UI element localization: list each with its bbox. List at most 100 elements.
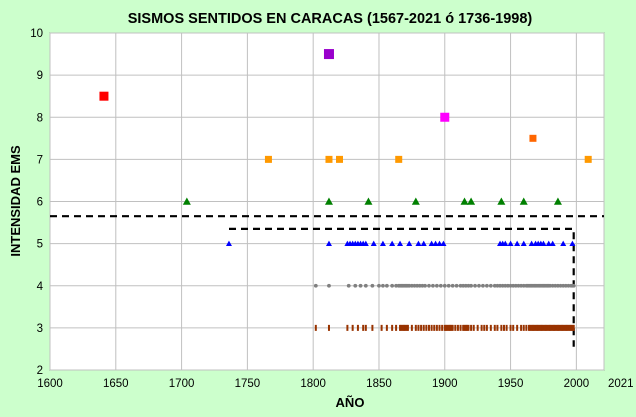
marker-intensity-4 bbox=[415, 283, 420, 288]
marker-intensity-3 bbox=[505, 324, 508, 331]
marker-intensity-3 bbox=[572, 324, 575, 331]
marker-intensity-7-5 bbox=[529, 134, 537, 142]
marker-intensity-7 bbox=[264, 155, 272, 163]
marker-intensity-3 bbox=[425, 324, 428, 331]
marker-intensity-4 bbox=[519, 283, 523, 288]
marker-intensity-4 bbox=[450, 283, 455, 288]
marker-intensity-5 bbox=[420, 240, 427, 247]
marker-intensity-3 bbox=[547, 324, 550, 331]
marker-intensity-3 bbox=[559, 324, 562, 331]
marker-intensity-3 bbox=[571, 324, 574, 331]
marker-intensity-3 bbox=[400, 324, 403, 331]
marker-intensity-3 bbox=[527, 324, 530, 331]
marker-intensity-3 bbox=[470, 324, 473, 331]
marker-intensity-3 bbox=[410, 324, 413, 331]
x-tick-label: 1950 bbox=[498, 378, 524, 390]
marker-intensity-3 bbox=[541, 324, 544, 331]
marker-intensity-3 bbox=[554, 324, 557, 331]
marker-intensity-4 bbox=[313, 283, 318, 288]
marker-intensity-3 bbox=[443, 324, 446, 331]
marker-intensity-5 bbox=[415, 240, 422, 247]
marker-intensity-3 bbox=[496, 324, 499, 331]
marker-intensity-3 bbox=[427, 324, 430, 331]
marker-intensity-3 bbox=[545, 324, 548, 331]
marker-intensity-6 bbox=[497, 197, 506, 205]
marker-intensity-3 bbox=[346, 324, 349, 331]
marker-intensity-5 bbox=[560, 240, 567, 247]
y-tick-label: 5 bbox=[37, 239, 43, 251]
y-tick-label: 2 bbox=[37, 365, 43, 377]
marker-intensity-3 bbox=[556, 324, 559, 331]
marker-intensity-4 bbox=[427, 283, 431, 288]
marker-intensity-5 bbox=[507, 240, 514, 247]
marker-intensity-5 bbox=[432, 240, 439, 247]
marker-intensity-3 bbox=[399, 324, 402, 331]
marker-intensity-4 bbox=[503, 283, 508, 288]
marker-intensity-3 bbox=[489, 324, 492, 331]
y-tick-label: 6 bbox=[37, 197, 43, 209]
y-tick-label: 3 bbox=[37, 323, 43, 335]
marker-intensity-3 bbox=[522, 324, 525, 331]
marker-intensity-3 bbox=[447, 324, 450, 331]
marker-intensity-5 bbox=[370, 240, 377, 247]
marker-intensity-3 bbox=[530, 324, 533, 331]
marker-intensity-3 bbox=[430, 324, 433, 331]
marker-intensity-3 bbox=[380, 324, 383, 331]
marker-intensity-4 bbox=[477, 283, 481, 288]
marker-intensity-5 bbox=[406, 240, 413, 247]
marker-intensity-3 bbox=[542, 324, 545, 331]
marker-intensity-9-5 bbox=[323, 49, 334, 60]
marker-intensity-3 bbox=[391, 324, 394, 331]
marker-intensity-4 bbox=[463, 283, 468, 288]
marker-intensity-7 bbox=[395, 155, 403, 163]
marker-intensity-3 bbox=[405, 324, 408, 331]
marker-intensity-4 bbox=[492, 283, 497, 288]
marker-intensity-3 bbox=[512, 324, 515, 331]
marker-intensity-3 bbox=[551, 324, 554, 331]
marker-intensity-5 bbox=[436, 240, 443, 247]
marker-intensity-3 bbox=[539, 324, 542, 331]
chart-title: SISMOS SENTIDOS EN CARACAS (1567-2021 ó … bbox=[128, 11, 533, 27]
marker-intensity-3 bbox=[549, 324, 552, 331]
marker-intensity-3 bbox=[480, 324, 483, 331]
marker-intensity-6 bbox=[553, 197, 562, 205]
y-axis-label: INTENSIDAD EMS bbox=[8, 145, 23, 257]
marker-intensity-3 bbox=[351, 324, 354, 331]
grid bbox=[49, 32, 605, 371]
marker-intensity-4 bbox=[561, 283, 566, 288]
y-tick-label: 7 bbox=[37, 154, 43, 166]
marker-intensity-4 bbox=[521, 283, 526, 288]
marker-intensity-4 bbox=[506, 283, 510, 288]
marker-intensity-5 bbox=[528, 240, 535, 247]
marker-intensity-6 bbox=[467, 197, 476, 205]
marker-intensity-3 bbox=[435, 324, 438, 331]
marker-intensity-4 bbox=[553, 283, 558, 288]
x-tick-label: 1850 bbox=[366, 378, 392, 390]
marker-intensity-3 bbox=[371, 324, 374, 331]
x-tick-label: 2000 bbox=[564, 378, 590, 390]
marker-intensity-8 bbox=[440, 112, 450, 122]
marker-intensity-4 bbox=[412, 283, 417, 288]
marker-intensity-5 bbox=[362, 240, 369, 247]
marker-intensity-3 bbox=[531, 324, 534, 331]
x-tick-label: 1900 bbox=[432, 378, 458, 390]
marker-intensity-3 bbox=[570, 324, 573, 331]
marker-intensity-3 bbox=[537, 324, 540, 331]
marker-intensity-4 bbox=[327, 283, 331, 288]
marker-intensity-4 bbox=[508, 283, 513, 288]
marker-intensity-3 bbox=[314, 324, 317, 331]
marker-intensity-4 bbox=[513, 283, 518, 288]
marker-intensity-4 bbox=[484, 283, 489, 288]
marker-intensity-4 bbox=[358, 283, 363, 288]
marker-intensity-4 bbox=[498, 283, 502, 288]
marker-intensity-5 bbox=[514, 240, 521, 247]
marker-intensity-3 bbox=[550, 324, 553, 331]
marker-intensity-4 bbox=[500, 283, 505, 288]
marker-intensity-3 bbox=[533, 324, 536, 331]
x-tick-label: 1650 bbox=[103, 378, 129, 390]
marker-intensity-3 bbox=[500, 324, 503, 331]
dashed-reference-line bbox=[229, 227, 575, 347]
marker-intensity-7 bbox=[336, 155, 344, 163]
marker-intensity-3 bbox=[404, 324, 407, 331]
